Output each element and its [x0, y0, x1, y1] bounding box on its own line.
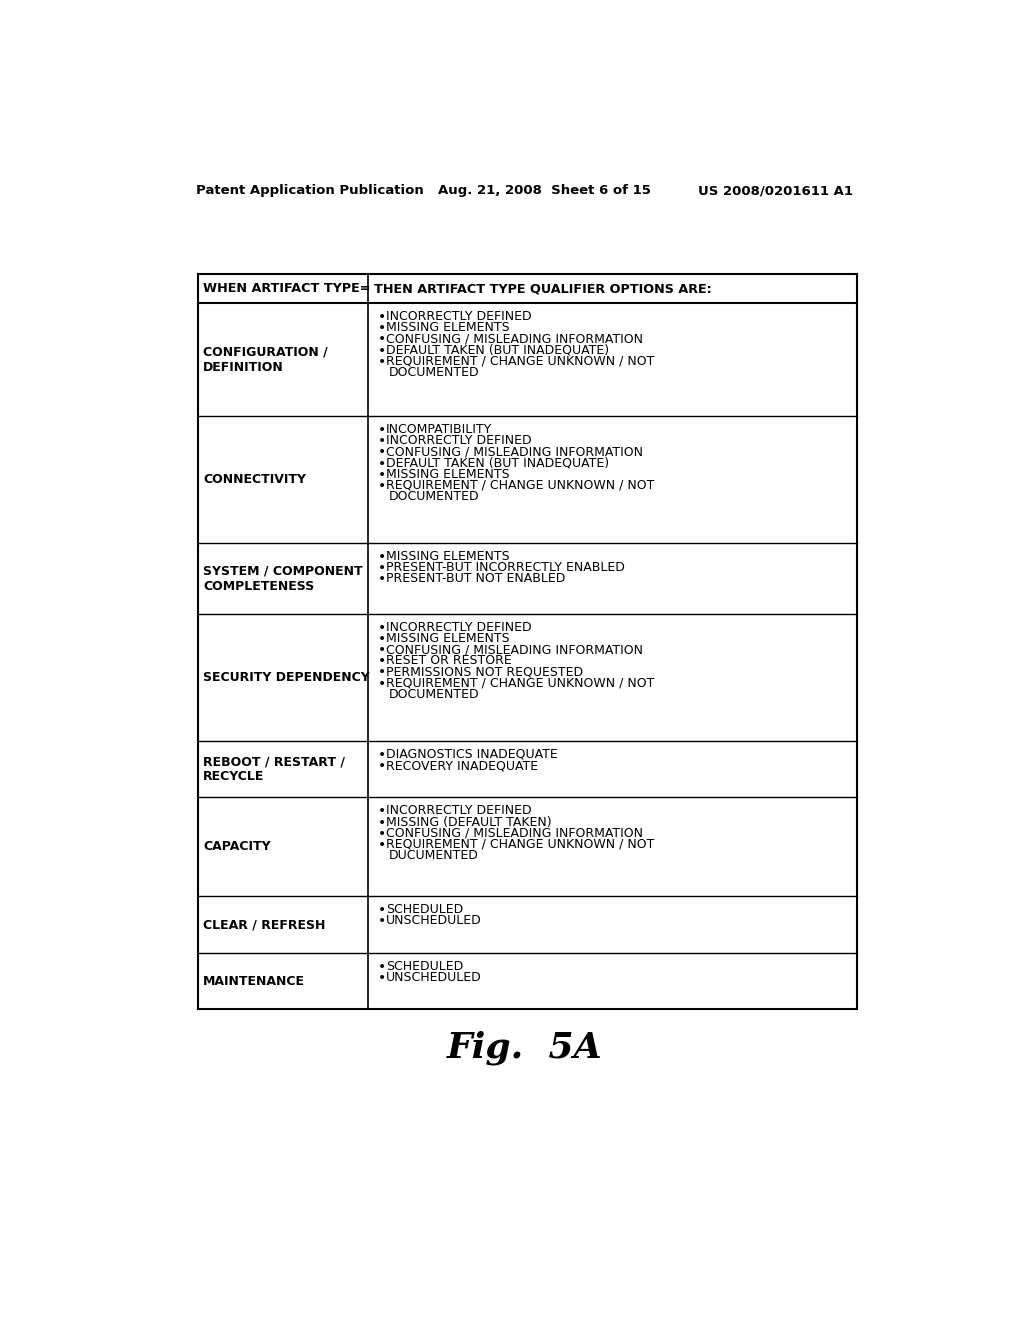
Text: SECURITY DEPENDENCY: SECURITY DEPENDENCY — [203, 671, 370, 684]
Text: REBOOT / RESTART /
RECYCLE: REBOOT / RESTART / RECYCLE — [203, 755, 345, 783]
Text: CONFUSING / MISLEADING INFORMATION: CONFUSING / MISLEADING INFORMATION — [386, 643, 643, 656]
Text: REQUIREMENT / CHANGE UNKNOWN / NOT: REQUIREMENT / CHANGE UNKNOWN / NOT — [386, 479, 654, 492]
Text: •: • — [378, 816, 386, 829]
Text: DEFAULT TAKEN (BUT INADEQUATE): DEFAULT TAKEN (BUT INADEQUATE) — [386, 457, 609, 470]
Text: •: • — [378, 479, 386, 492]
Text: •: • — [378, 467, 386, 482]
Text: CONFIGURATION /
DEFINITION: CONFIGURATION / DEFINITION — [203, 346, 328, 374]
Text: THEN ARTIFACT TYPE QUALIFIER OPTIONS ARE:: THEN ARTIFACT TYPE QUALIFIER OPTIONS ARE… — [375, 282, 713, 296]
Text: Aug. 21, 2008  Sheet 6 of 15: Aug. 21, 2008 Sheet 6 of 15 — [438, 185, 651, 197]
Text: •: • — [378, 561, 386, 576]
Text: •: • — [378, 838, 386, 851]
Text: RESET OR RESTORE: RESET OR RESTORE — [386, 655, 512, 668]
Text: •: • — [378, 643, 386, 657]
Text: UNSCHEDULED: UNSCHEDULED — [386, 915, 482, 928]
Text: DOCUMENTED: DOCUMENTED — [389, 688, 480, 701]
Text: Fig.  5A: Fig. 5A — [447, 1031, 602, 1065]
Text: INCORRECTLY DEFINED: INCORRECTLY DEFINED — [386, 620, 531, 634]
Text: PRESENT-BUT NOT ENABLED: PRESENT-BUT NOT ENABLED — [386, 573, 565, 586]
Text: •: • — [378, 310, 386, 325]
Text: •: • — [378, 826, 386, 841]
Text: INCOMPATIBILITY: INCOMPATIBILITY — [386, 424, 493, 436]
Text: •: • — [378, 632, 386, 645]
Text: DUCUMENTED: DUCUMENTED — [389, 849, 479, 862]
Text: •: • — [378, 960, 386, 974]
Text: CONFUSING / MISLEADING INFORMATION: CONFUSING / MISLEADING INFORMATION — [386, 826, 643, 840]
Text: DIAGNOSTICS INADEQUATE: DIAGNOSTICS INADEQUATE — [386, 748, 558, 760]
Text: MISSING ELEMENTS: MISSING ELEMENTS — [386, 467, 510, 480]
Text: •: • — [378, 424, 386, 437]
Text: CLEAR / REFRESH: CLEAR / REFRESH — [203, 917, 326, 931]
Text: •: • — [378, 903, 386, 917]
Text: •: • — [378, 445, 386, 459]
Text: Patent Application Publication: Patent Application Publication — [197, 185, 424, 197]
Text: •: • — [378, 343, 386, 358]
Text: •: • — [378, 665, 386, 680]
Text: US 2008/0201611 A1: US 2008/0201611 A1 — [698, 185, 853, 197]
Text: •: • — [378, 915, 386, 928]
Text: WHEN ARTIFACT TYPE=: WHEN ARTIFACT TYPE= — [203, 282, 371, 296]
Text: INCORRECTLY DEFINED: INCORRECTLY DEFINED — [386, 804, 531, 817]
Text: DOCUMENTED: DOCUMENTED — [389, 366, 480, 379]
Text: SCHEDULED: SCHEDULED — [386, 960, 463, 973]
Text: MISSING ELEMENTS: MISSING ELEMENTS — [386, 321, 510, 334]
Bar — [198, 275, 856, 1010]
Text: SCHEDULED: SCHEDULED — [386, 903, 463, 916]
Text: SYSTEM / COMPONENT
COMPLETENESS: SYSTEM / COMPONENT COMPLETENESS — [203, 565, 362, 593]
Text: •: • — [378, 655, 386, 668]
Text: •: • — [378, 759, 386, 774]
Text: PERMISSIONS NOT REQUESTED: PERMISSIONS NOT REQUESTED — [386, 665, 584, 678]
Text: REQUIREMENT / CHANGE UNKNOWN / NOT: REQUIREMENT / CHANGE UNKNOWN / NOT — [386, 677, 654, 689]
Text: •: • — [378, 355, 386, 368]
Text: DOCUMENTED: DOCUMENTED — [389, 490, 480, 503]
Text: UNSCHEDULED: UNSCHEDULED — [386, 970, 482, 983]
Text: •: • — [378, 970, 386, 985]
Text: •: • — [378, 748, 386, 762]
Text: MAINTENANCE: MAINTENANCE — [203, 974, 305, 987]
Text: •: • — [378, 434, 386, 449]
Text: •: • — [378, 804, 386, 818]
Text: •: • — [378, 573, 386, 586]
Text: MISSING (DEFAULT TAKEN): MISSING (DEFAULT TAKEN) — [386, 816, 552, 829]
Text: CONFUSING / MISLEADING INFORMATION: CONFUSING / MISLEADING INFORMATION — [386, 445, 643, 458]
Text: •: • — [378, 550, 386, 564]
Text: INCORRECTLY DEFINED: INCORRECTLY DEFINED — [386, 310, 531, 323]
Text: •: • — [378, 321, 386, 335]
Text: •: • — [378, 620, 386, 635]
Text: CONFUSING / MISLEADING INFORMATION: CONFUSING / MISLEADING INFORMATION — [386, 333, 643, 346]
Text: INCORRECTLY DEFINED: INCORRECTLY DEFINED — [386, 434, 531, 447]
Text: •: • — [378, 333, 386, 346]
Text: REQUIREMENT / CHANGE UNKNOWN / NOT: REQUIREMENT / CHANGE UNKNOWN / NOT — [386, 838, 654, 851]
Text: RECOVERY INADEQUATE: RECOVERY INADEQUATE — [386, 759, 539, 772]
Text: MISSING ELEMENTS: MISSING ELEMENTS — [386, 550, 510, 564]
Text: •: • — [378, 457, 386, 470]
Text: PRESENT-BUT INCORRECTLY ENABLED: PRESENT-BUT INCORRECTLY ENABLED — [386, 561, 625, 574]
Text: REQUIREMENT / CHANGE UNKNOWN / NOT: REQUIREMENT / CHANGE UNKNOWN / NOT — [386, 355, 654, 368]
Text: CAPACITY: CAPACITY — [203, 841, 270, 853]
Text: •: • — [378, 677, 386, 690]
Text: CONNECTIVITY: CONNECTIVITY — [203, 473, 306, 486]
Text: MISSING ELEMENTS: MISSING ELEMENTS — [386, 632, 510, 645]
Text: DEFAULT TAKEN (BUT INADEQUATE): DEFAULT TAKEN (BUT INADEQUATE) — [386, 343, 609, 356]
